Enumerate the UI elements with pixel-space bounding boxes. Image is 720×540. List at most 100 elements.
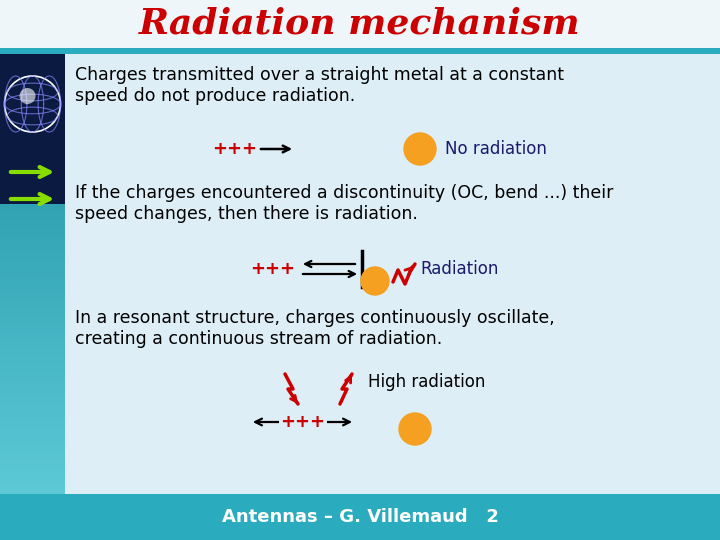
Bar: [0, 82, 65, 88]
Text: Radiation: Radiation: [420, 260, 498, 278]
Bar: [0, 159, 65, 165]
Bar: [0, 417, 65, 423]
Circle shape: [399, 413, 431, 445]
Bar: [0, 450, 65, 456]
Bar: [0, 307, 65, 314]
Text: +++: +++: [250, 260, 295, 278]
Bar: [0, 225, 65, 231]
Bar: [0, 230, 65, 237]
Bar: [0, 175, 65, 181]
Bar: [0, 285, 65, 292]
Circle shape: [404, 133, 436, 165]
Bar: [0, 54, 65, 60]
Bar: [0, 147, 65, 154]
Bar: [0, 472, 65, 478]
Bar: [0, 208, 65, 214]
Bar: [0, 109, 65, 116]
Bar: [0, 291, 65, 297]
Bar: [0, 87, 65, 93]
Bar: [0, 164, 65, 171]
Bar: [0, 346, 65, 352]
Bar: [0, 65, 65, 71]
Bar: [0, 48, 720, 54]
Circle shape: [361, 267, 389, 295]
Bar: [0, 120, 65, 126]
Text: No radiation: No radiation: [445, 140, 547, 158]
Bar: [0, 368, 65, 374]
Text: +++: +++: [281, 413, 325, 431]
Bar: [0, 131, 65, 138]
Bar: [0, 384, 65, 390]
Bar: [65, 54, 720, 494]
Bar: [0, 180, 65, 187]
Bar: [0, 54, 65, 204]
Bar: [0, 362, 65, 368]
Bar: [0, 202, 65, 209]
Text: +++: +++: [212, 140, 258, 158]
Bar: [0, 104, 65, 110]
Bar: [0, 153, 65, 159]
Bar: [0, 0, 720, 48]
Bar: [0, 142, 65, 149]
Bar: [0, 76, 65, 83]
Bar: [0, 401, 65, 407]
Bar: [0, 114, 65, 121]
Bar: [0, 483, 65, 489]
Text: In a resonant structure, charges continuously oscillate,
creating a continuous s: In a resonant structure, charges continu…: [75, 309, 554, 348]
Bar: [0, 258, 65, 264]
Bar: [0, 334, 65, 341]
Circle shape: [19, 88, 35, 104]
Bar: [0, 170, 65, 176]
Bar: [0, 296, 65, 302]
Bar: [0, 428, 65, 435]
Bar: [0, 444, 65, 451]
Bar: [0, 489, 65, 495]
Bar: [0, 373, 65, 380]
Bar: [0, 340, 65, 347]
Bar: [0, 323, 65, 330]
Bar: [0, 351, 65, 357]
Bar: [0, 379, 65, 385]
Text: Antennas – G. Villemaud   2: Antennas – G. Villemaud 2: [222, 508, 498, 526]
Bar: [0, 280, 65, 286]
Bar: [0, 219, 65, 226]
Bar: [0, 71, 65, 77]
Text: Charges transmitted over a straight metal at a constant
speed do not produce rad: Charges transmitted over a straight meta…: [75, 66, 564, 105]
Bar: [0, 301, 65, 308]
Bar: [0, 422, 65, 429]
Bar: [0, 313, 65, 319]
Bar: [0, 98, 65, 105]
Bar: [0, 137, 65, 143]
Text: High radiation: High radiation: [368, 373, 485, 391]
Text: If the charges encountered a discontinuity (OC, bend ...) their
speed changes, t: If the charges encountered a discontinui…: [75, 184, 613, 223]
Bar: [0, 456, 65, 462]
Bar: [0, 434, 65, 440]
Bar: [0, 329, 65, 335]
Bar: [0, 186, 65, 192]
Bar: [0, 241, 65, 247]
Bar: [0, 477, 65, 484]
Bar: [0, 59, 65, 66]
Bar: [0, 274, 65, 280]
Bar: [0, 125, 65, 132]
Bar: [0, 406, 65, 413]
Bar: [0, 467, 65, 473]
Bar: [0, 192, 65, 198]
Bar: [0, 263, 65, 269]
Bar: [0, 356, 65, 363]
Bar: [0, 411, 65, 418]
Bar: [0, 389, 65, 396]
Bar: [0, 268, 65, 275]
Bar: [0, 252, 65, 259]
Bar: [0, 92, 65, 99]
Bar: [0, 318, 65, 325]
Bar: [0, 494, 720, 540]
Bar: [0, 246, 65, 253]
Bar: [0, 235, 65, 242]
Bar: [0, 439, 65, 446]
Bar: [0, 395, 65, 402]
Bar: [0, 197, 65, 204]
Bar: [0, 461, 65, 468]
Bar: [0, 213, 65, 220]
Text: Radiation mechanism: Radiation mechanism: [139, 7, 581, 41]
